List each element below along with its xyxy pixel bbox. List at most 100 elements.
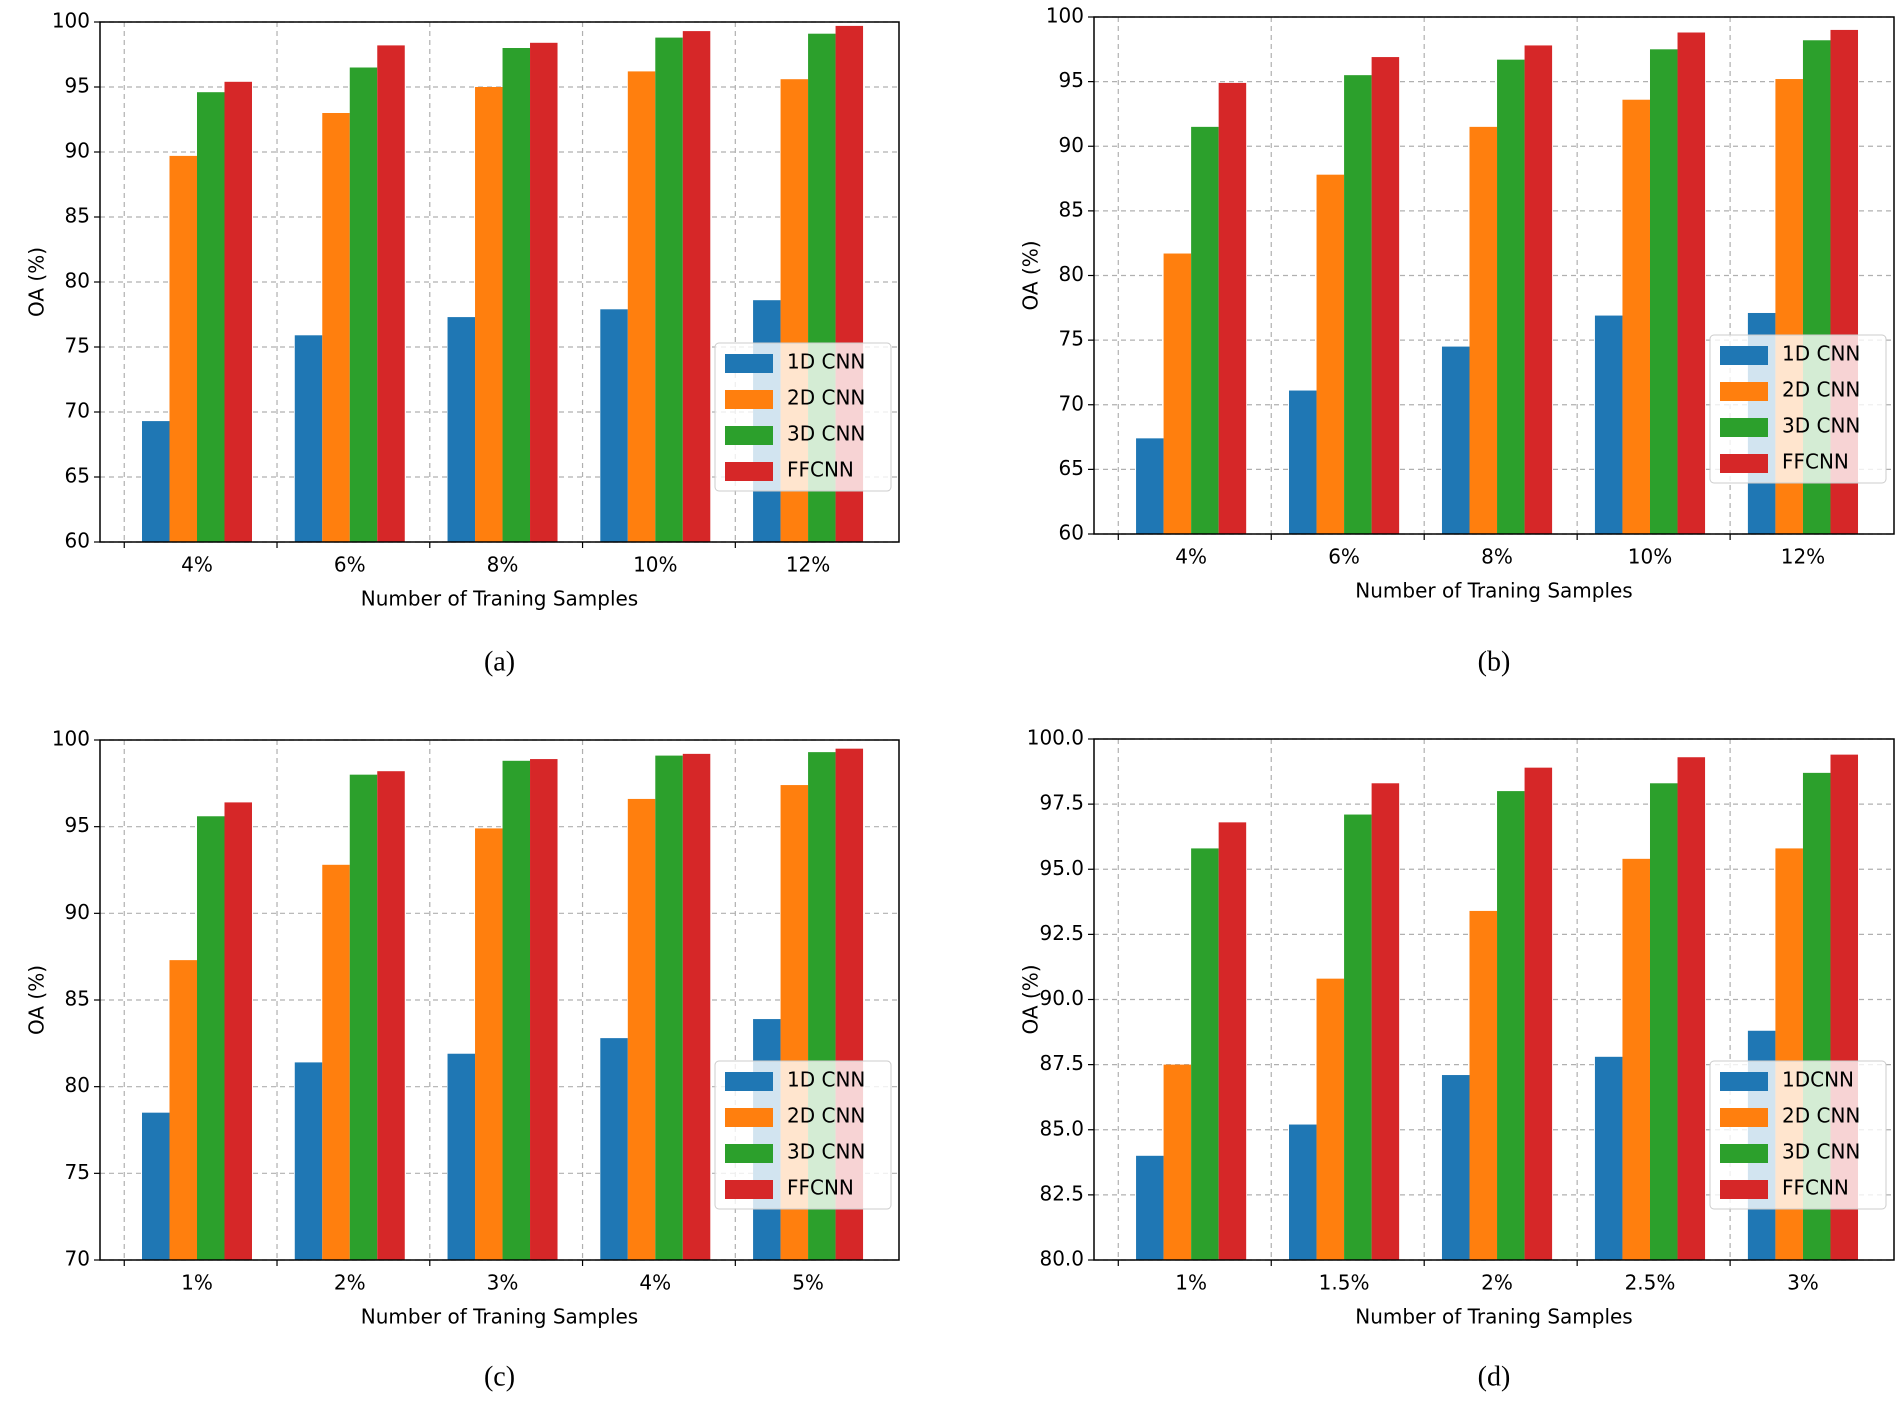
y-tick-label: 60 bbox=[1059, 521, 1084, 545]
bar bbox=[627, 798, 656, 1260]
y-tick-label: 95 bbox=[1059, 68, 1084, 92]
bar bbox=[1136, 1155, 1164, 1260]
x-tick-label: 4% bbox=[639, 1271, 671, 1295]
bar bbox=[1594, 315, 1623, 534]
x-tick-label: 2.5% bbox=[1625, 1271, 1676, 1295]
y-tick-label: 90.0 bbox=[1039, 986, 1084, 1010]
y-tick-label: 80 bbox=[65, 269, 90, 293]
bar bbox=[447, 1053, 476, 1260]
bar bbox=[1371, 57, 1400, 534]
x-tick-label: 10% bbox=[1628, 545, 1672, 569]
bar bbox=[1191, 848, 1219, 1260]
legend-swatch bbox=[1720, 1180, 1768, 1199]
bar bbox=[349, 774, 378, 1260]
y-tick-label: 85 bbox=[65, 987, 90, 1011]
caption: (c) bbox=[484, 1361, 515, 1392]
bar bbox=[1524, 45, 1553, 535]
axes-frame bbox=[1093, 16, 1895, 535]
axes-frame bbox=[99, 21, 900, 543]
bar bbox=[655, 755, 683, 1260]
bar bbox=[322, 864, 350, 1260]
bar bbox=[600, 1038, 628, 1260]
y-tick-label: 90 bbox=[65, 900, 90, 924]
legend-label: FFCNN bbox=[1782, 450, 1849, 474]
bar bbox=[1649, 783, 1678, 1260]
bar bbox=[196, 816, 225, 1260]
y-tick-label: 85.0 bbox=[1039, 1116, 1084, 1140]
bar bbox=[1622, 99, 1650, 534]
y-tick-label: 85 bbox=[65, 204, 90, 228]
bar bbox=[322, 113, 350, 542]
x-axis-label: Number of Traning Samples bbox=[361, 587, 638, 611]
y-tick-label: 100 bbox=[1046, 4, 1084, 28]
bar bbox=[1497, 59, 1525, 535]
legend-label: FFCNN bbox=[787, 458, 854, 482]
bar bbox=[169, 155, 197, 542]
bar bbox=[655, 37, 683, 542]
y-tick-label: 100 bbox=[52, 727, 90, 751]
y-tick-label: 90 bbox=[65, 139, 90, 163]
y-tick-label: 82.5 bbox=[1039, 1181, 1084, 1205]
caption: (b) bbox=[1478, 646, 1511, 677]
x-axis-label: Number of Traning Samples bbox=[361, 1305, 638, 1329]
bar bbox=[1469, 126, 1498, 535]
y-tick-label: 100 bbox=[52, 9, 90, 33]
legend-box bbox=[714, 1060, 892, 1210]
bar bbox=[1316, 174, 1345, 534]
bar bbox=[502, 48, 531, 542]
legend-label: 1D CNN bbox=[787, 350, 865, 374]
legend-swatch bbox=[1720, 454, 1768, 473]
legend-swatch bbox=[1720, 1072, 1768, 1091]
y-tick-label: 95 bbox=[65, 74, 90, 98]
x-tick-label: 10% bbox=[633, 553, 677, 577]
legend-label: 3D CNN bbox=[1782, 414, 1860, 438]
bar bbox=[294, 1062, 323, 1260]
legend-swatch bbox=[1720, 1144, 1768, 1163]
bar bbox=[1289, 1124, 1317, 1260]
legend-swatch bbox=[725, 1180, 773, 1199]
x-axis-label: Number of Traning Samples bbox=[1355, 579, 1632, 603]
legend-swatch bbox=[725, 1072, 773, 1091]
bar bbox=[1191, 126, 1219, 535]
legend-swatch bbox=[1720, 1108, 1768, 1127]
x-tick-label: 3% bbox=[1787, 1271, 1819, 1295]
bar bbox=[1497, 791, 1525, 1260]
axes-frame bbox=[1093, 738, 1895, 1261]
bar bbox=[1136, 438, 1164, 534]
y-tick-label: 65 bbox=[65, 464, 90, 488]
legend-box bbox=[714, 342, 892, 492]
legend-swatch bbox=[725, 462, 773, 481]
y-tick-label: 95 bbox=[65, 813, 90, 837]
bar bbox=[502, 760, 531, 1260]
bar bbox=[1649, 49, 1678, 534]
legend-label: 1D CNN bbox=[1782, 342, 1860, 366]
legend-swatch bbox=[1720, 382, 1768, 401]
y-tick-label: 75 bbox=[65, 334, 90, 358]
bar bbox=[1163, 1064, 1192, 1260]
x-tick-label: 2% bbox=[1481, 1271, 1513, 1295]
legend-label: 2D CNN bbox=[787, 386, 865, 410]
x-tick-label: 5% bbox=[792, 1271, 824, 1295]
bar bbox=[169, 960, 197, 1260]
y-axis-label: OA (%) bbox=[1019, 240, 1043, 310]
bar bbox=[1218, 822, 1247, 1260]
bar bbox=[627, 71, 656, 543]
bar bbox=[349, 67, 378, 542]
bar bbox=[377, 45, 405, 543]
x-tick-label: 1.5% bbox=[1319, 1271, 1370, 1295]
bar bbox=[1289, 390, 1317, 534]
x-tick-label: 3% bbox=[487, 1271, 519, 1295]
y-tick-label: 75 bbox=[1059, 327, 1084, 351]
bar bbox=[1469, 910, 1498, 1260]
bar bbox=[1218, 82, 1247, 534]
y-tick-label: 65 bbox=[1059, 456, 1084, 480]
legend-label: 2D CNN bbox=[787, 1104, 865, 1128]
bar bbox=[1622, 858, 1650, 1260]
y-tick-label: 80 bbox=[65, 1073, 90, 1097]
legend-swatch bbox=[725, 354, 773, 373]
y-tick-label: 95.0 bbox=[1039, 856, 1084, 880]
legend-label: 1DCNN bbox=[1782, 1068, 1854, 1092]
x-tick-label: 8% bbox=[487, 553, 519, 577]
bar bbox=[1594, 1056, 1623, 1260]
